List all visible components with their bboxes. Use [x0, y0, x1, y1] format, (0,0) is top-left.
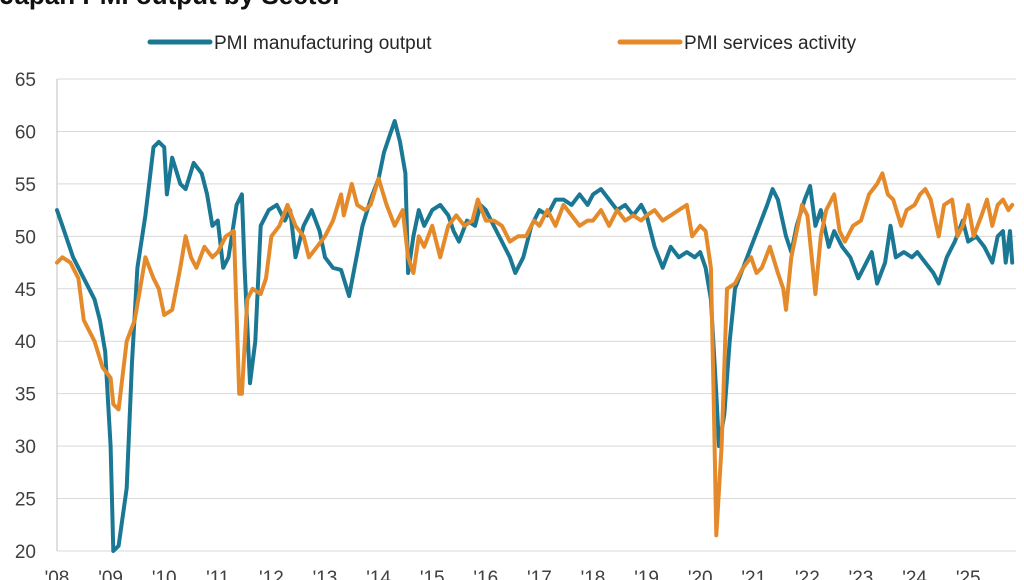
x-tick-label: '24 — [902, 568, 927, 580]
gridlines — [57, 78, 1016, 552]
x-tick-label: '12 — [259, 568, 284, 580]
series-lines — [55, 119, 1015, 553]
x-tick-label: '23 — [849, 568, 874, 580]
x-tick-label: '22 — [795, 568, 820, 580]
y-tick-label: 55 — [15, 175, 36, 196]
x-tick-label: '08 — [45, 568, 70, 580]
y-tick-label: 60 — [15, 122, 36, 143]
x-tick-label: '18 — [581, 568, 606, 580]
y-axis-ticks: 20 25 30 35 40 45 50 55 60 65 — [15, 70, 36, 563]
y-tick-label: 65 — [15, 70, 36, 91]
services-line — [55, 171, 1015, 538]
x-tick-label: '15 — [420, 568, 445, 580]
manufacturing-line — [55, 119, 1015, 553]
y-tick-label: 35 — [15, 385, 36, 406]
y-tick-label: 50 — [15, 227, 36, 248]
legend-label-services: PMI services activity — [684, 33, 857, 54]
x-tick-label: '20 — [688, 568, 713, 580]
x-tick-label: '14 — [366, 568, 391, 580]
x-tick-label: '17 — [527, 568, 552, 580]
x-tick-label: '09 — [98, 568, 123, 580]
y-tick-label: 25 — [15, 490, 36, 511]
y-tick-label: 40 — [15, 332, 36, 353]
y-tick-label: 20 — [15, 542, 36, 563]
chart-title: Japan PMI output by Sector — [0, 0, 342, 10]
x-tick-label: '25 — [956, 568, 981, 580]
legend: PMI manufacturing output PMI services ac… — [147, 33, 857, 54]
y-tick-label: 45 — [15, 280, 36, 301]
x-tick-label: '19 — [634, 568, 659, 580]
y-tick-label: 30 — [15, 437, 36, 458]
x-tick-label: '21 — [741, 568, 766, 580]
x-tick-label: '13 — [313, 568, 338, 580]
legend-label-manufacturing: PMI manufacturing output — [214, 33, 432, 54]
x-tick-label: '16 — [473, 568, 498, 580]
x-tick-label: '11 — [206, 568, 229, 580]
x-tick-label: '10 — [152, 568, 177, 580]
x-axis-ticks: '08 '09 '10 '11 '12 '13 '14 '15 '16 '17 '18 '19 '20 '… — [45, 568, 981, 580]
